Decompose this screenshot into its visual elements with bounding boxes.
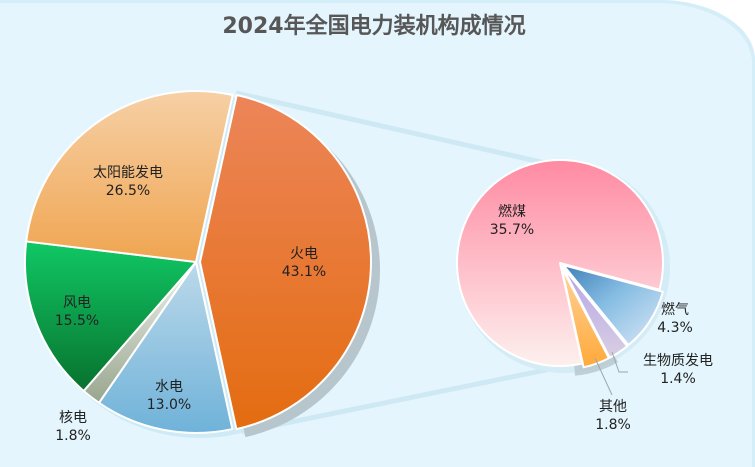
label-biomass-value: 1.4% [660, 371, 696, 387]
connector-lines [235, 90, 576, 435]
label-other: 其他 1.8% [595, 398, 631, 434]
label-other-name: 其他 [598, 399, 627, 415]
label-gas-value: 4.3% [657, 320, 693, 336]
label-coal-value: 35.7% [489, 222, 535, 238]
label-other-value: 1.8% [595, 417, 631, 433]
label-hydro-value: 13.0% [146, 397, 192, 413]
breakdown-pie [456, 159, 664, 369]
label-coal-name: 燃煤 [497, 204, 526, 220]
slice-gas [562, 264, 664, 347]
main-pie [24, 90, 372, 434]
slice-wind [24, 240, 197, 392]
label-gas-name: 燃气 [660, 302, 689, 318]
label-hydro-name: 水电 [154, 379, 183, 395]
label-fire-name: 火电 [289, 246, 318, 262]
label-coal: 燃煤 35.7% [490, 203, 534, 239]
label-solar-value: 26.5% [105, 183, 151, 199]
label-wind: 风电 15.5% [55, 294, 99, 330]
label-nuclear: 核电 1.8% [55, 409, 91, 445]
label-solar-name: 太阳能发电 [93, 165, 163, 181]
label-solar: 太阳能发电 26.5% [93, 164, 163, 200]
label-fire: 火电 43.1% [282, 245, 326, 281]
slice-fire [199, 93, 372, 431]
slice-hydro [97, 261, 234, 434]
label-hydro: 水电 13.0% [147, 378, 191, 414]
label-wind-name: 风电 [62, 295, 91, 311]
label-nuclear-name: 核电 [58, 410, 87, 426]
label-wind-value: 15.5% [54, 313, 100, 329]
label-biomass-name: 生物质发电 [643, 353, 713, 369]
leader-lines [594, 351, 628, 396]
chart-title: 2024年全国电力装机构成情况 [222, 14, 526, 39]
label-fire-value: 43.1% [281, 264, 327, 280]
label-nuclear-value: 1.8% [55, 428, 91, 444]
label-gas: 燃气 4.3% [657, 301, 693, 337]
label-biomass: 生物质发电 1.4% [643, 352, 713, 388]
slice-coal [456, 159, 664, 367]
slice-other [560, 265, 610, 369]
slice-solar [25, 90, 234, 263]
